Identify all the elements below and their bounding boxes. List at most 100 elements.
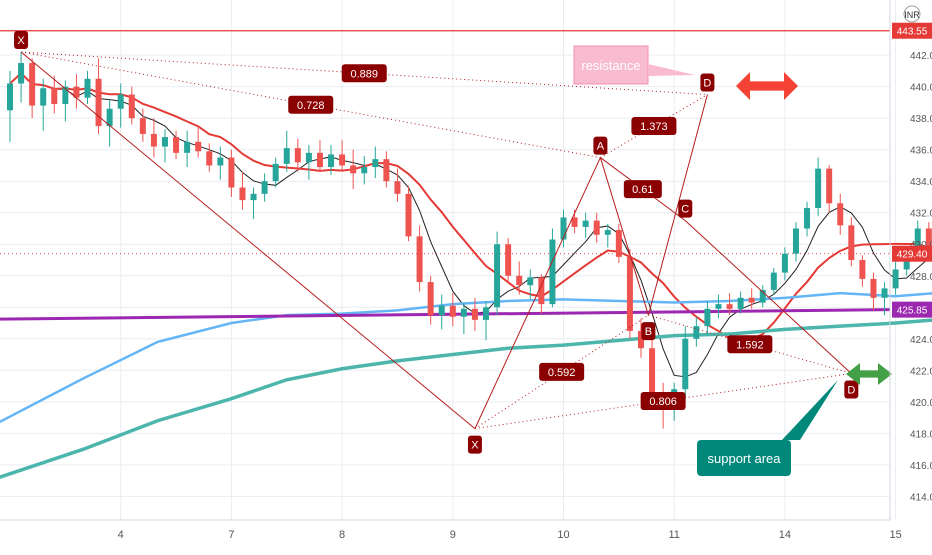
candle xyxy=(427,275,434,325)
candle xyxy=(538,274,545,314)
ratio-label-text: 0.806 xyxy=(649,396,677,408)
candle xyxy=(7,70,13,142)
candle-body xyxy=(494,244,501,308)
y-tick-label: 434.00 xyxy=(910,177,932,188)
candle xyxy=(826,165,833,213)
candle xyxy=(804,201,811,237)
candle xyxy=(637,318,644,358)
ratio-line xyxy=(600,94,708,159)
ratio-label-box xyxy=(631,117,677,136)
candle-body xyxy=(726,304,733,309)
pattern-point-x: X xyxy=(467,435,482,454)
candle xyxy=(217,146,224,180)
candle-body xyxy=(372,159,379,168)
candle xyxy=(206,143,213,172)
candle xyxy=(51,75,58,114)
point-label-text: B xyxy=(645,326,652,338)
x-tick-label: 4 xyxy=(118,529,124,541)
candle-body xyxy=(604,230,611,235)
candle xyxy=(870,272,877,311)
y-tick-label: 414.00 xyxy=(910,492,932,503)
candle xyxy=(593,212,600,243)
point-label-text: X xyxy=(471,440,479,452)
candle-body xyxy=(139,118,146,134)
candle xyxy=(516,261,523,295)
candle xyxy=(781,247,788,281)
candle-body xyxy=(483,307,490,320)
candle-body xyxy=(704,308,711,327)
price-marker: 425.85 xyxy=(892,301,932,318)
pattern-point-d: D xyxy=(700,73,715,92)
candle xyxy=(139,108,146,142)
candle-body xyxy=(62,86,69,104)
candle xyxy=(173,130,180,160)
candle xyxy=(350,149,357,190)
candle-body xyxy=(394,181,401,194)
candle-body xyxy=(328,154,335,168)
ratio-label-box xyxy=(727,335,773,354)
candle xyxy=(394,168,401,202)
candle-body xyxy=(892,269,899,289)
candle-body xyxy=(29,63,36,106)
ratio-label-text: 1.592 xyxy=(736,339,764,351)
candle xyxy=(250,187,257,220)
candle-body xyxy=(903,255,910,270)
candle xyxy=(195,126,202,158)
candle-body xyxy=(715,304,722,309)
y-tick-label: 428.00 xyxy=(910,272,932,283)
candle-body xyxy=(626,256,633,331)
resistance-callout: resistance xyxy=(573,45,695,85)
candle-body xyxy=(106,108,113,127)
candle-body xyxy=(848,225,855,260)
x-tick-label: 15 xyxy=(889,529,901,541)
candle-body xyxy=(649,348,656,399)
price-marker: 443.55 xyxy=(892,22,932,39)
support-pointer xyxy=(782,380,838,440)
pattern-leg xyxy=(684,220,852,374)
ratio-label: 0.889 xyxy=(341,64,387,83)
candle xyxy=(184,130,191,168)
candle xyxy=(117,83,124,128)
ratio-label: 1.373 xyxy=(631,117,677,136)
ratio-label: 0.806 xyxy=(640,392,686,411)
candle xyxy=(770,267,777,295)
candle-body xyxy=(228,157,235,188)
candle-body xyxy=(549,239,556,305)
candle-body xyxy=(560,217,567,240)
x-tick-label: 9 xyxy=(450,529,456,541)
ratio-label-text: 0.889 xyxy=(350,68,378,80)
candle-body xyxy=(283,148,290,164)
candle xyxy=(416,225,423,292)
pattern-point-b: B xyxy=(641,322,656,341)
price-marker-box xyxy=(892,22,932,39)
candles xyxy=(7,52,932,429)
candle-body xyxy=(881,288,888,298)
candle-body xyxy=(173,137,180,153)
candle xyxy=(84,70,91,104)
candle xyxy=(40,78,47,131)
point-label-box xyxy=(678,199,693,218)
candle xyxy=(759,285,766,308)
candle-body xyxy=(837,203,844,226)
support-label: support area xyxy=(708,451,782,466)
ratio-label: 0.61 xyxy=(623,180,662,199)
candle-body xyxy=(206,151,213,166)
y-tick-label: 442.00 xyxy=(910,51,932,62)
pattern-point-d: D xyxy=(844,380,859,399)
candle-body xyxy=(150,133,157,147)
candle-body xyxy=(427,282,434,316)
candle-body xyxy=(815,168,822,208)
resistance-box xyxy=(573,45,649,85)
candle xyxy=(471,297,478,331)
candle-body xyxy=(538,277,545,305)
candle xyxy=(405,185,412,242)
candle-body xyxy=(84,78,91,98)
candle-body xyxy=(804,208,811,229)
ratio-label: 0.728 xyxy=(288,95,334,114)
price-marker-label: 429.40 xyxy=(897,250,928,261)
y-tick-label: 440.00 xyxy=(910,83,932,94)
candle xyxy=(494,231,501,316)
candle xyxy=(449,293,456,327)
candle xyxy=(316,140,323,172)
